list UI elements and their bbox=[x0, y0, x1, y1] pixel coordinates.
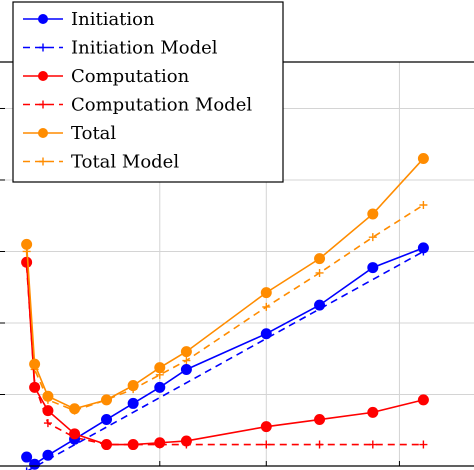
legend: Initiation Initiation Model Computation Com… bbox=[12, 1, 284, 183]
series-1-line bbox=[27, 250, 424, 470]
series-2-point-5 bbox=[127, 439, 139, 451]
series-4-point-3 bbox=[69, 403, 81, 415]
series-0-point-4 bbox=[101, 414, 113, 426]
series-2-line bbox=[25, 262, 424, 446]
legend-entry-4-marker bbox=[38, 128, 48, 138]
series-3-point-9 bbox=[315, 440, 324, 449]
series-4-point-10 bbox=[367, 208, 379, 220]
series-0-point-11 bbox=[417, 242, 429, 254]
series-5-point-8 bbox=[262, 302, 271, 311]
series-2-point-2 bbox=[42, 405, 54, 417]
series-0-point-8 bbox=[260, 328, 272, 340]
legend-entry-2-marker bbox=[38, 71, 48, 81]
series-1-point-0 bbox=[25, 467, 28, 470]
legend-entry-0-label: Initiation bbox=[71, 9, 155, 30]
series-2-point-9 bbox=[314, 414, 326, 426]
series-4-point-2 bbox=[42, 390, 54, 402]
series-2-point-3 bbox=[69, 428, 81, 440]
series-5-point-11 bbox=[419, 201, 428, 210]
legend-entry-4: Total bbox=[23, 123, 116, 144]
series-0-line bbox=[26, 247, 424, 466]
series-2-point-7 bbox=[180, 435, 192, 447]
series-2-point-1 bbox=[29, 381, 41, 393]
legend-entry-2-label: Computation bbox=[71, 66, 190, 87]
series-0-point-0 bbox=[21, 451, 33, 463]
series-4-point-0 bbox=[21, 238, 33, 250]
legend-entry-1: Initiation Model bbox=[23, 38, 218, 59]
series-4-point-1 bbox=[29, 358, 41, 370]
series-5 bbox=[22, 201, 428, 415]
legend-entry-4-label: Total bbox=[71, 123, 116, 144]
series-5-line bbox=[25, 204, 424, 412]
series-2-point-6 bbox=[154, 437, 166, 449]
legend-entry-5-marker bbox=[39, 157, 47, 166]
series-2-point-11 bbox=[417, 394, 429, 406]
series-4-point-4 bbox=[101, 394, 113, 406]
legend-entry-0: Initiation bbox=[23, 9, 155, 30]
series-2-point-0 bbox=[21, 256, 33, 268]
series-0-point-7 bbox=[180, 363, 192, 375]
series-4 bbox=[21, 153, 429, 415]
series-4-point-6 bbox=[154, 362, 166, 374]
series-3-point-2 bbox=[43, 419, 52, 428]
series-0-point-10 bbox=[367, 262, 379, 274]
series-4-point-7 bbox=[180, 346, 192, 358]
series-2-point-10 bbox=[367, 406, 379, 418]
series-3 bbox=[22, 261, 428, 449]
legend-box bbox=[12, 1, 284, 183]
legend-entry-5: Total Model bbox=[23, 152, 179, 173]
series-4-point-8 bbox=[260, 287, 272, 299]
legend-entry-3-marker bbox=[39, 100, 47, 109]
series-2-point-8 bbox=[260, 421, 272, 433]
series-2-point-4 bbox=[101, 439, 113, 451]
series-4-point-5 bbox=[127, 380, 139, 392]
series-0-point-2 bbox=[42, 449, 54, 461]
series-3-point-11 bbox=[419, 440, 428, 449]
series-layer bbox=[21, 153, 429, 470]
series-0-point-6 bbox=[154, 381, 166, 393]
legend-entry-0-marker bbox=[38, 14, 48, 24]
legend-entry-1-marker bbox=[39, 43, 47, 52]
series-5-point-9 bbox=[315, 268, 324, 277]
legend-entry-2: Computation bbox=[23, 66, 190, 87]
legend-entry-1-label: Initiation Model bbox=[71, 38, 218, 59]
legend-entry-3: Computation Model bbox=[23, 95, 252, 116]
series-0-point-9 bbox=[314, 299, 326, 311]
series-0 bbox=[21, 242, 429, 470]
series-5-point-10 bbox=[368, 233, 377, 242]
legend-entry-5-label: Total Model bbox=[71, 152, 179, 173]
series-3-line bbox=[25, 265, 424, 446]
series-0-point-5 bbox=[127, 397, 139, 409]
legend-entry-3-label: Computation Model bbox=[71, 95, 252, 116]
series-4-point-11 bbox=[417, 153, 429, 165]
series-3-point-8 bbox=[262, 440, 271, 449]
series-4-point-9 bbox=[314, 253, 326, 265]
series-4-line bbox=[25, 157, 424, 410]
series-5-point-7 bbox=[182, 356, 191, 365]
series-3-point-10 bbox=[368, 440, 377, 449]
series-2 bbox=[21, 256, 429, 451]
series-0-point-1 bbox=[29, 458, 41, 470]
